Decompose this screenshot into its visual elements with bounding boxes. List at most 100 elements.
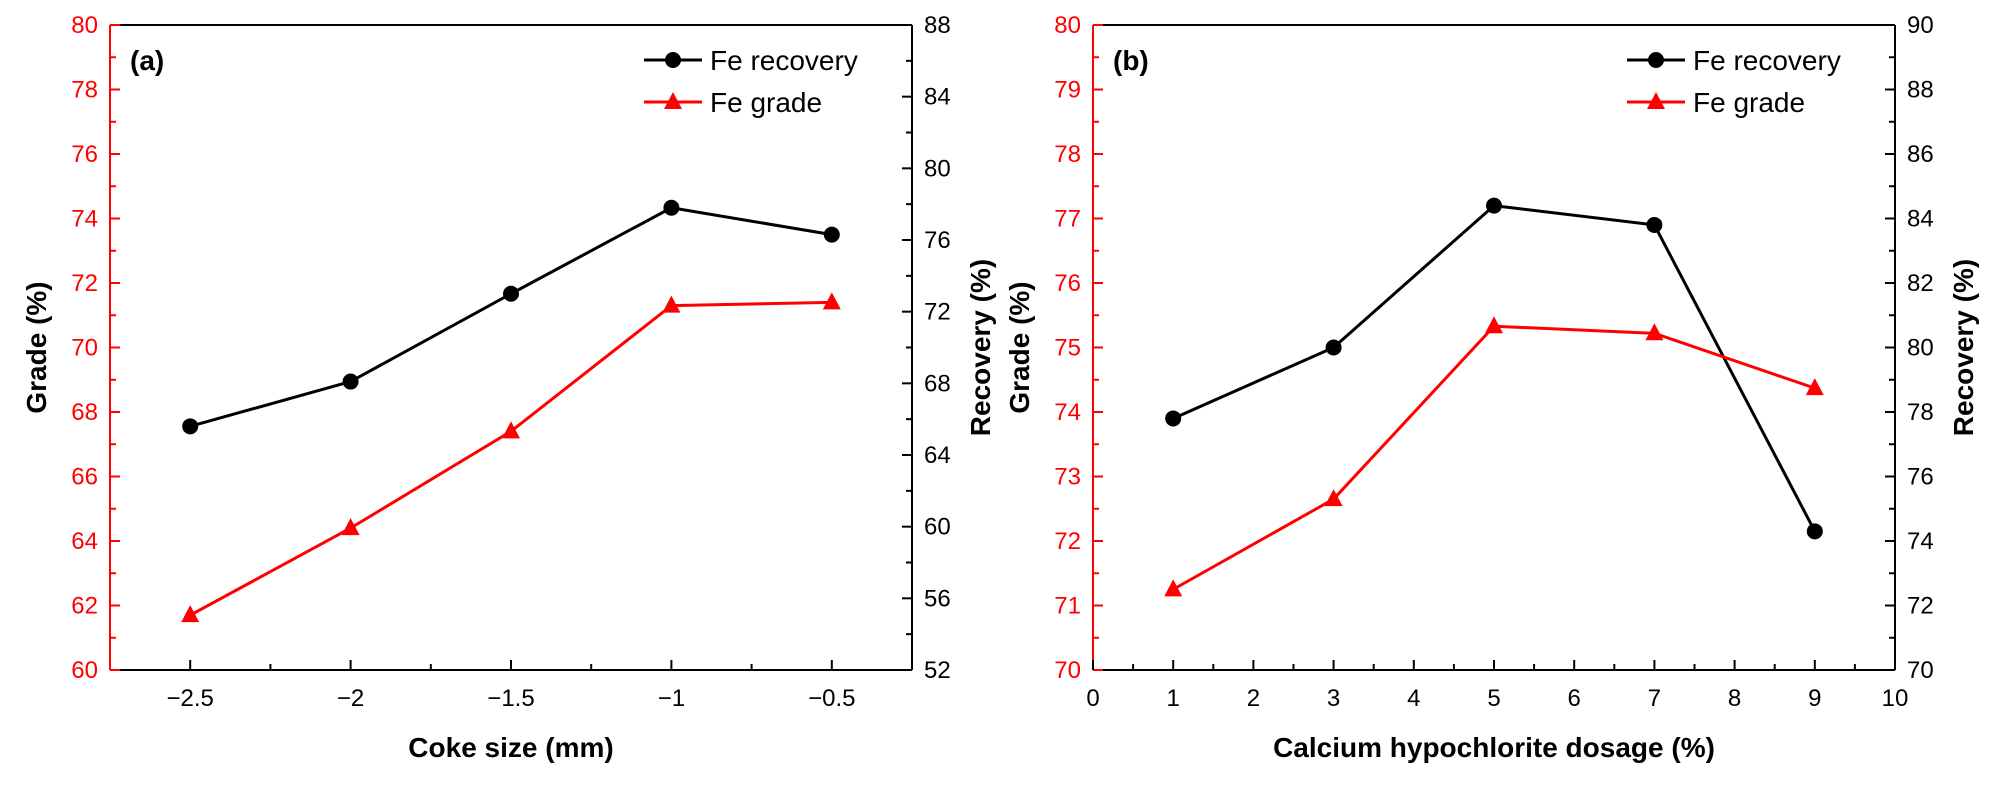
- panel-b-left-axis-title: Grade (%): [1004, 281, 1035, 413]
- panel-a-right-tick-label: 52: [924, 657, 951, 684]
- panel-b-fe-recovery-point: [1325, 339, 1342, 356]
- panel-a-legend-marker-grade: [664, 92, 682, 109]
- panel-b-left-tick-label: 71: [1054, 593, 1081, 620]
- panel-a-left-tick-label: 70: [71, 335, 98, 362]
- panel-a-left-tick-label: 72: [71, 270, 98, 297]
- panel-b-fe-grade-point: [1324, 489, 1343, 507]
- panel-a-left-tick-label: 60: [71, 657, 98, 684]
- panel-a-fe-grade-point: [502, 421, 520, 439]
- panel-b-right-tick-label: 78: [1907, 399, 1934, 426]
- panel-b-x-tick-label: 5: [1487, 685, 1500, 712]
- panel-b-fe-grade-point: [1805, 378, 1824, 396]
- panel-b-fe-recovery-line: [1172, 204, 1817, 533]
- panel-b-left-tick-label: 77: [1054, 206, 1081, 233]
- panel-a-x-tick-label: −1: [658, 685, 685, 712]
- panel-a-left-tick-label: 66: [71, 464, 98, 491]
- panel-a-legend-marker-recovery: [665, 52, 681, 68]
- panel-a-right-tick-label: 68: [924, 370, 951, 397]
- panel-a-left-tick-label: 68: [71, 399, 98, 426]
- panel-a-left-tick-label: 80: [71, 12, 98, 39]
- panel-a-legend-label-recovery: Fe recovery: [710, 45, 858, 76]
- panel-b-legend-marker-grade: [1647, 92, 1665, 109]
- panel-b-left-tick-label: 80: [1054, 12, 1081, 39]
- panel-a-fe-grade-point: [822, 292, 841, 310]
- panel-b-right-tick-label: 84: [1907, 206, 1934, 233]
- panel-b-left-tick-label: 74: [1054, 399, 1081, 426]
- panel-b-right-tick-label: 86: [1907, 141, 1934, 168]
- panel-b-fe-recovery-point: [1165, 410, 1182, 427]
- panel-b-fe-recovery-point: [1646, 216, 1663, 233]
- panel-a-x-tick-label: −0.5: [808, 685, 855, 712]
- panel-b-fe-recovery-point: [1486, 197, 1502, 214]
- panel-a-fe-recovery-line: [189, 206, 833, 428]
- panel-b-left-tick-label: 76: [1054, 270, 1081, 297]
- panel-a-fe-recovery-point: [342, 373, 359, 390]
- panel-a-x-tick-label: −2: [337, 685, 364, 712]
- panel-b-right-tick-label: 80: [1907, 335, 1934, 362]
- panel-b-x-tick-label: 7: [1648, 685, 1661, 712]
- panel-b-x-tick-label: 4: [1407, 685, 1420, 712]
- panel-a-fe-grade-point: [181, 605, 200, 623]
- panel-a-right-tick-label: 72: [924, 299, 951, 326]
- panel-a-fe-grade-line: [189, 300, 832, 617]
- panel-a-left-tick-label: 74: [71, 206, 98, 233]
- panel-a-right-tick-label: 60: [924, 514, 951, 541]
- panel-b-x-tick-label: 3: [1327, 685, 1340, 712]
- panel-b-x-tick-label: 8: [1728, 685, 1741, 712]
- panel-b-x-tick-label: 10: [1882, 685, 1909, 712]
- panel-b-x-tick-label: 9: [1808, 685, 1821, 712]
- panel-a-fe-grade-point: [662, 295, 681, 313]
- panel-b-x-tick-label: 2: [1247, 685, 1260, 712]
- panel-b-right-tick-label: 74: [1907, 528, 1934, 555]
- panel-a-x-axis-title: Coke size (mm): [408, 732, 613, 763]
- panel-a-right-tick-label: 84: [924, 84, 951, 111]
- panel-a-legend-label-grade: Fe grade: [710, 87, 822, 118]
- panel-b-left-tick-label: 72: [1054, 528, 1081, 555]
- panel-b-panel-label: (b): [1113, 45, 1149, 76]
- panel-b-left-tick-label: 79: [1054, 77, 1081, 104]
- panel-b-left-tick-label: 75: [1054, 335, 1081, 362]
- panel-a-left-tick-label: 62: [71, 593, 98, 620]
- panel-a-fe-recovery-point: [182, 418, 199, 435]
- panel-a-fe-recovery-point: [663, 199, 680, 216]
- panel-a-right-tick-label: 88: [924, 12, 951, 39]
- panel-b-left-tick-label: 78: [1054, 141, 1081, 168]
- panel-a-x-tick-label: −2.5: [167, 685, 214, 712]
- panel-a-fe-recovery-point: [823, 226, 840, 243]
- panel-a-left-tick-label: 78: [71, 77, 98, 104]
- panel-b-right-axis-title: Recovery (%): [1948, 259, 1979, 436]
- panel-b-fe-grade-point: [1164, 579, 1183, 597]
- panel-b-left-tick-label: 73: [1054, 464, 1081, 491]
- panel-b-legend-label-grade: Fe grade: [1693, 87, 1805, 118]
- panel-b-fe-grade-point: [1645, 323, 1664, 341]
- panel-a-x-tick-label: −1.5: [487, 685, 534, 712]
- panel-a-left-tick-label: 64: [71, 528, 98, 555]
- panel-a-panel-label: (a): [130, 45, 164, 76]
- panel-a-fe-grade-point: [341, 518, 360, 536]
- panel-b-x-tick-label: 0: [1086, 685, 1099, 712]
- panel-b-right-tick-label: 70: [1907, 657, 1934, 684]
- panel-a-right-tick-label: 56: [924, 585, 951, 612]
- panel-a-fe-recovery-point: [503, 285, 519, 302]
- panel-a-right-tick-label: 64: [924, 442, 951, 469]
- panel-a-left-axis-title: Grade (%): [21, 281, 52, 413]
- panel-b-left-tick-label: 70: [1054, 657, 1081, 684]
- panel-a-right-tick-label: 80: [924, 155, 951, 182]
- panel-b-x-axis-title: Calcium hypochlorite dosage (%): [1273, 732, 1715, 763]
- panel-b-legend-marker-recovery: [1648, 52, 1664, 68]
- panel-b-right-tick-label: 90: [1907, 12, 1934, 39]
- panel-b-x-tick-label: 1: [1167, 685, 1180, 712]
- panel-b-legend-label-recovery: Fe recovery: [1693, 45, 1841, 76]
- panel-b-x-tick-label: 6: [1568, 685, 1581, 712]
- panel-b-right-tick-label: 82: [1907, 270, 1934, 297]
- panel-b-right-tick-label: 88: [1907, 77, 1934, 104]
- panel-b-fe-grade-line: [1172, 324, 1816, 591]
- panel-a-right-tick-label: 76: [924, 227, 951, 254]
- panel-a-right-axis-title: Recovery (%): [965, 259, 996, 436]
- panel-b-fe-recovery-point: [1806, 523, 1823, 540]
- panel-a-left-tick-label: 76: [71, 141, 98, 168]
- panel-b-fe-grade-point: [1485, 316, 1503, 334]
- panel-b-right-tick-label: 72: [1907, 593, 1934, 620]
- panel-b-right-tick-label: 76: [1907, 464, 1934, 491]
